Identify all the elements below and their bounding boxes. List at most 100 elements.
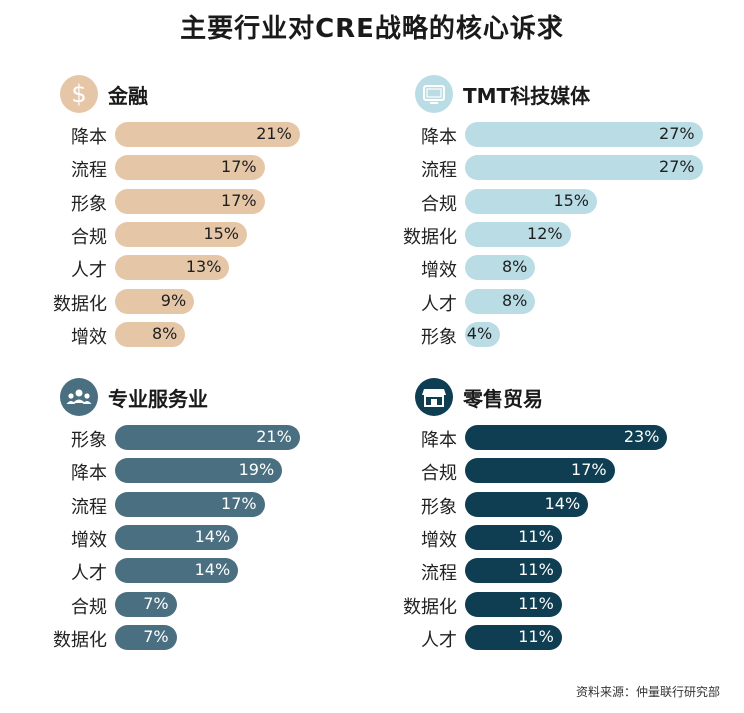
panel-title: 专业服务业 [108, 387, 208, 411]
bar-row: 形象 14% [400, 491, 730, 518]
monitor-icon [415, 75, 453, 113]
category-label: 合规 [421, 193, 457, 215]
bar-row: 合规 7% [50, 591, 380, 618]
category-label: 数据化 [403, 226, 457, 248]
bar-row: 流程 27% [400, 154, 730, 181]
value-label: 17% [571, 460, 607, 480]
bar-row: 数据化 7% [50, 624, 380, 651]
value-label: 4% [466, 323, 493, 343]
value-label: 8% [502, 257, 528, 277]
value-label: 11% [518, 626, 554, 646]
bar-row: 合规 17% [400, 457, 730, 484]
category-label: 人才 [71, 260, 107, 282]
bar-row: 合规 15% [400, 188, 730, 215]
bar: 15% [465, 188, 597, 214]
bar: 21% [115, 425, 300, 450]
panel-title: 零售贸易 [463, 387, 543, 411]
source-note: 资料来源：仲量联行研究部 [575, 685, 720, 699]
bar: 27% [465, 122, 703, 147]
bar-row: 流程 17% [50, 491, 380, 518]
value-label: 11% [518, 526, 554, 546]
value-label: 21% [256, 427, 292, 446]
value-label: 19% [238, 460, 275, 480]
bar: 14% [115, 558, 239, 584]
bar-row: 降本 23% [400, 424, 730, 451]
category-label: 人才 [71, 563, 107, 585]
value-label: 17% [221, 190, 257, 210]
bar: 19% [115, 458, 283, 484]
storefront-icon [415, 378, 453, 416]
bar: 11% [465, 558, 562, 584]
bar-row: 形象 17% [50, 188, 380, 215]
value-label: 15% [203, 223, 239, 243]
value-label: 23% [623, 427, 660, 446]
value-label: 11% [518, 560, 554, 580]
bar-row: 降本 27% [400, 121, 730, 148]
bar-row: 形象 21% [50, 424, 380, 451]
category-label: 合规 [71, 596, 107, 618]
category-label: 流程 [71, 160, 107, 182]
bar-row: 数据化 11% [400, 591, 730, 618]
category-label: 数据化 [403, 596, 457, 618]
bar: 14% [115, 524, 239, 550]
bar-row: 降本 19% [50, 457, 380, 484]
bar-row: 流程 17% [50, 154, 380, 181]
value-label: 7% [143, 593, 169, 613]
category-label: 形象 [421, 496, 457, 518]
category-label: 增效 [71, 529, 107, 551]
bar-row: 流程 11% [400, 557, 730, 584]
bar: 11% [465, 624, 562, 650]
value-label: 21% [256, 124, 292, 143]
bar: 4% [465, 321, 501, 347]
bar-row: 增效 8% [50, 321, 380, 348]
bar: 14% [465, 491, 589, 517]
bar: 17% [465, 458, 615, 484]
bar: 13% [115, 255, 230, 281]
bar: 23% [465, 425, 668, 450]
value-label: 8% [502, 290, 528, 310]
bar-row: 增效 8% [400, 254, 730, 281]
bar: 17% [115, 188, 265, 214]
chart-title: 主要行业对CRE战略的核心诉求 [180, 14, 564, 44]
dollar-icon: $ [60, 75, 98, 113]
category-label: 流程 [421, 563, 457, 585]
bar: 17% [115, 491, 265, 517]
category-label: 数据化 [53, 629, 107, 651]
bar-row: 数据化 9% [50, 288, 380, 315]
bar: 12% [465, 221, 571, 247]
category-label: 形象 [71, 430, 107, 451]
bar: 9% [115, 288, 195, 314]
bar: 27% [465, 155, 703, 181]
category-label: 人才 [421, 293, 457, 315]
panel-title: 金融 [108, 84, 148, 108]
bar: 7% [115, 591, 177, 617]
category-label: 合规 [421, 463, 457, 485]
category-label: 形象 [421, 326, 457, 348]
bar-row: 降本 21% [50, 121, 380, 148]
panel-title: TMT科技媒体 [463, 84, 591, 108]
value-label: 12% [527, 223, 563, 243]
value-label: 14% [194, 526, 231, 546]
bar: 8% [465, 288, 536, 314]
value-label: 8% [152, 323, 178, 343]
bar-row: 增效 14% [50, 524, 380, 551]
category-label: 降本 [71, 463, 107, 485]
category-label: 合规 [71, 226, 107, 248]
value-label: 27% [659, 157, 695, 177]
category-label: 流程 [421, 160, 457, 182]
category-label: 增效 [421, 529, 457, 551]
value-label: 17% [221, 157, 257, 177]
bar-row: 人才 8% [400, 288, 730, 315]
value-label: 14% [194, 560, 231, 580]
category-label: 降本 [421, 430, 457, 451]
people-icon [60, 378, 98, 416]
bar: 8% [115, 321, 186, 347]
value-label: 15% [553, 190, 589, 210]
bar-row: 数据化 12% [400, 221, 730, 248]
category-label: 降本 [71, 127, 107, 148]
value-label: 17% [221, 493, 257, 513]
bar: 17% [115, 155, 265, 181]
value-label: 9% [160, 290, 187, 310]
category-label: 增效 [71, 326, 107, 348]
bar-row: 人才 14% [50, 557, 380, 584]
